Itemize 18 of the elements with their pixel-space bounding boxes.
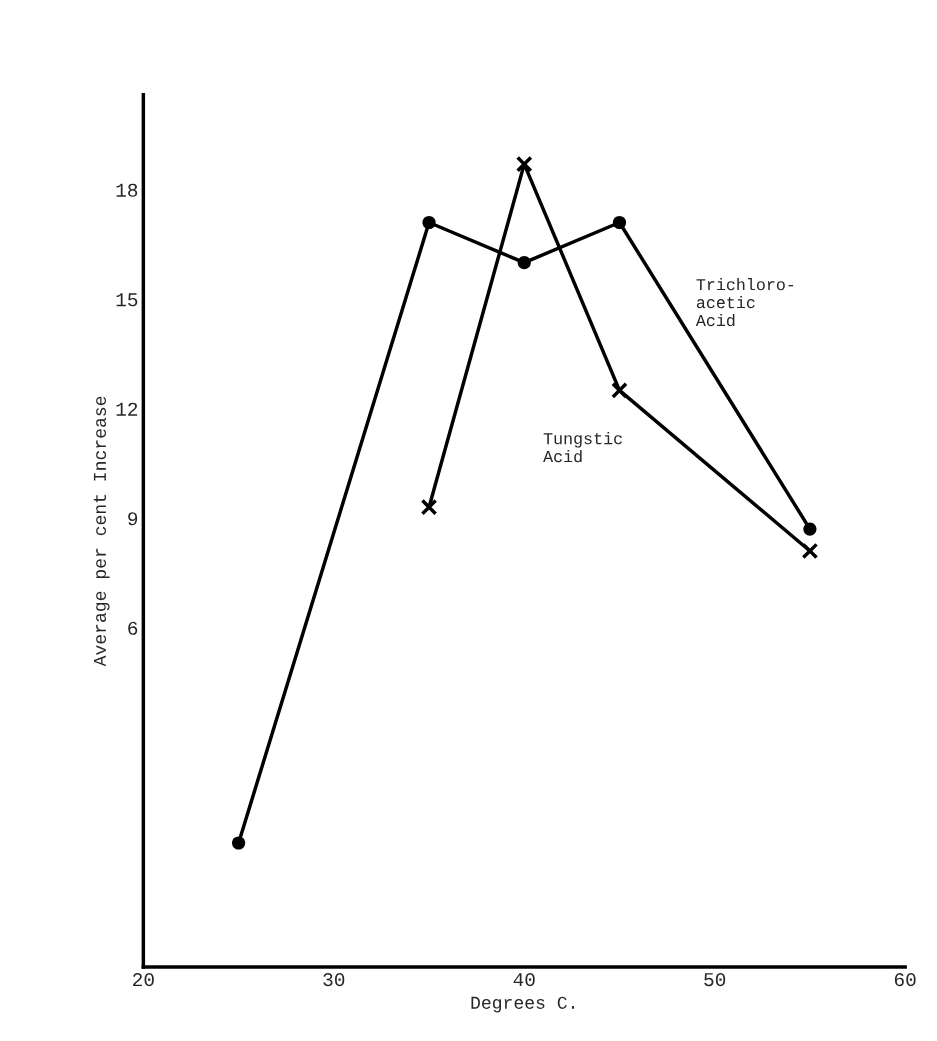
point: [420, 498, 438, 516]
point: [611, 382, 628, 399]
y-tick-label: 12: [116, 402, 138, 416]
y-axis-title: Average per cent Increase: [93, 396, 110, 667]
series-label: Trichloro- acetic Acid: [695, 278, 794, 327]
point: [801, 542, 819, 560]
x-tick-label: 50: [704, 973, 726, 987]
x-tick-label: 60: [894, 973, 916, 987]
y-tick-label: 15: [116, 293, 138, 307]
y-tick-label: 18: [116, 183, 138, 197]
point: [515, 155, 533, 173]
x-tick-label: 20: [133, 973, 154, 987]
y-tick-label: 6: [128, 621, 138, 635]
x-tick-label: 30: [323, 973, 345, 987]
x-axis-title: Degrees C.: [471, 996, 575, 1013]
y-tick-label: 9: [128, 512, 138, 526]
x-tick-label: 40: [513, 973, 535, 987]
series-label: Tungstic Acid: [543, 432, 622, 463]
